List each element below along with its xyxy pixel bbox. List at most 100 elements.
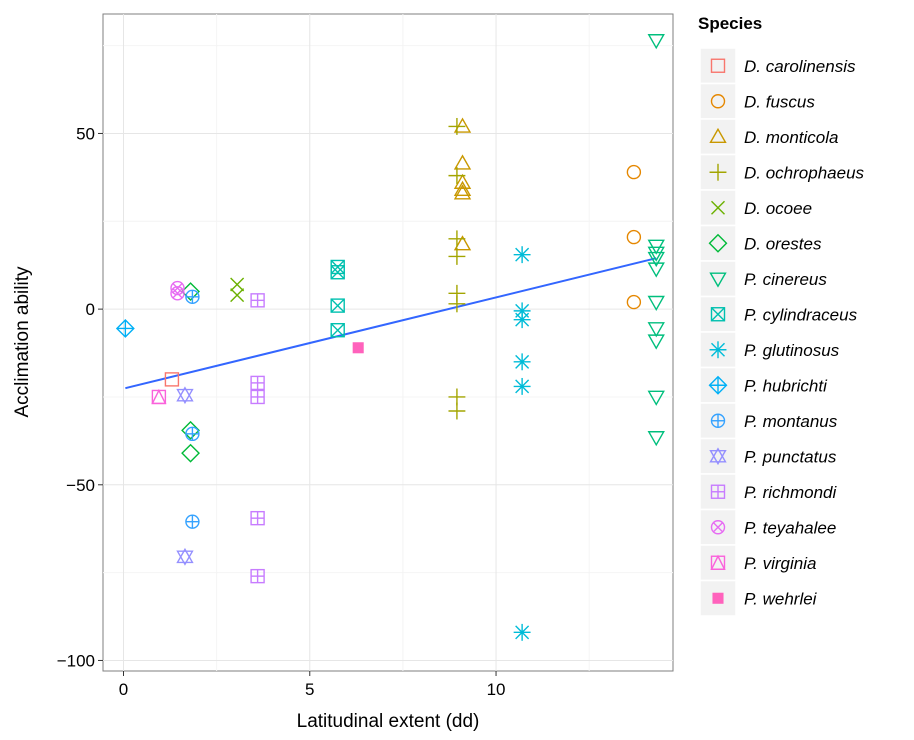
legend-label: D. carolinensis xyxy=(744,57,856,76)
legend-key-symbol xyxy=(709,272,727,288)
data-point xyxy=(513,623,531,641)
legend-item: P. virginia xyxy=(699,544,816,582)
data-point xyxy=(185,426,200,442)
legend-key-symbol xyxy=(708,375,728,395)
data-point xyxy=(626,164,642,180)
legend-label: P. cylindraceus xyxy=(744,305,858,324)
y-tick-label: −50 xyxy=(66,476,95,495)
x-tick-label: 5 xyxy=(305,680,314,699)
legend-item: P. montanus xyxy=(699,402,838,440)
data-point xyxy=(647,34,665,50)
data-point xyxy=(330,323,345,338)
legend-label: P. teyahalee xyxy=(744,518,836,537)
legend-key-symbol xyxy=(709,127,727,144)
legend-key-symbol xyxy=(710,94,726,109)
data-point xyxy=(151,388,167,405)
y-tick-label: 0 xyxy=(86,300,95,319)
legend-item: P. teyahalee xyxy=(699,508,836,546)
legend-key-box xyxy=(699,260,737,298)
legend-key-box xyxy=(699,224,737,262)
data-point xyxy=(626,229,642,245)
legend-label: D. monticola xyxy=(744,128,838,147)
data-point xyxy=(647,334,665,350)
data-point xyxy=(181,443,200,463)
data-point xyxy=(453,184,472,200)
y-axis: −100 −50 0 50 xyxy=(57,124,103,670)
data-point xyxy=(250,293,265,308)
legend-item: P. cylindraceus xyxy=(699,295,858,333)
legend-label: P. cinereus xyxy=(744,270,827,289)
legend-key-symbol xyxy=(710,520,726,535)
x-tick-label: 10 xyxy=(487,680,506,699)
legend-key-symbol xyxy=(710,307,726,322)
legend-label: P. virginia xyxy=(744,554,816,573)
data-point xyxy=(647,262,665,278)
trendline-layer xyxy=(125,257,657,390)
legend: Species D. carolinensis D. fuscus D. monti… xyxy=(698,14,865,617)
data-point xyxy=(250,568,265,584)
legend-key-symbol xyxy=(710,554,726,570)
data-point xyxy=(453,180,472,196)
data-point xyxy=(513,246,531,264)
legend-key-symbol xyxy=(708,233,728,253)
data-point xyxy=(176,386,194,405)
data-point xyxy=(185,514,200,529)
y-tick-label: 50 xyxy=(76,124,95,143)
plot-panel xyxy=(102,13,674,672)
data-point xyxy=(181,282,200,301)
data-point xyxy=(330,265,345,280)
legend-label: D. fuscus xyxy=(744,92,815,111)
legend-label: D. ocoee xyxy=(744,199,812,218)
legend-item: P. glutinosus xyxy=(699,331,840,369)
trendline xyxy=(125,257,657,390)
data-point xyxy=(185,289,200,305)
legend-key-box xyxy=(699,331,737,369)
data-point xyxy=(647,322,665,338)
legend-item: P. punctatus xyxy=(699,437,837,475)
data-point xyxy=(448,402,466,420)
grid-major xyxy=(103,14,673,671)
legend-key-symbol xyxy=(709,163,727,181)
data-point xyxy=(647,295,665,311)
data-point xyxy=(453,154,472,170)
legend-label: P. montanus xyxy=(744,412,838,431)
data-point xyxy=(176,547,194,566)
data-point xyxy=(453,117,472,133)
data-point xyxy=(448,167,466,185)
legend-key-box xyxy=(699,544,737,582)
legend-key-symbol xyxy=(712,592,724,604)
data-point xyxy=(115,319,135,338)
data-point xyxy=(448,230,466,248)
legend-key-box xyxy=(699,82,737,120)
data-point xyxy=(453,173,472,189)
legend-label: D. orestes xyxy=(744,234,822,253)
data-point xyxy=(250,510,265,526)
legend-item: D. ochrophaeus xyxy=(699,153,865,191)
data-point xyxy=(250,389,265,405)
legend-key-box xyxy=(699,118,737,156)
legend-label: D. ochrophaeus xyxy=(744,163,865,182)
data-point xyxy=(647,251,665,268)
legend-key-box xyxy=(699,437,737,475)
x-axis: 0 5 10 xyxy=(119,671,506,699)
legend-item: D. orestes xyxy=(699,224,822,262)
data-point xyxy=(647,431,665,447)
data-point xyxy=(513,311,531,329)
data-point xyxy=(164,372,180,387)
data-point xyxy=(453,235,472,251)
data-point xyxy=(626,294,642,310)
data-point xyxy=(513,377,531,395)
data-point xyxy=(170,286,185,301)
x-axis-title: Latitudinal extent (dd) xyxy=(297,711,480,732)
data-point xyxy=(647,390,665,406)
points-layer xyxy=(115,34,665,641)
data-point xyxy=(448,117,466,135)
legend-label: P. punctatus xyxy=(744,447,837,466)
legend-label: P. wehrlei xyxy=(744,589,818,608)
legend-key-symbol xyxy=(710,58,726,73)
legend-label: P. richmondi xyxy=(744,483,838,502)
legend-item: D. carolinensis xyxy=(699,47,856,85)
legend-item: P. richmondi xyxy=(699,473,838,511)
legend-key-symbol xyxy=(710,413,726,428)
